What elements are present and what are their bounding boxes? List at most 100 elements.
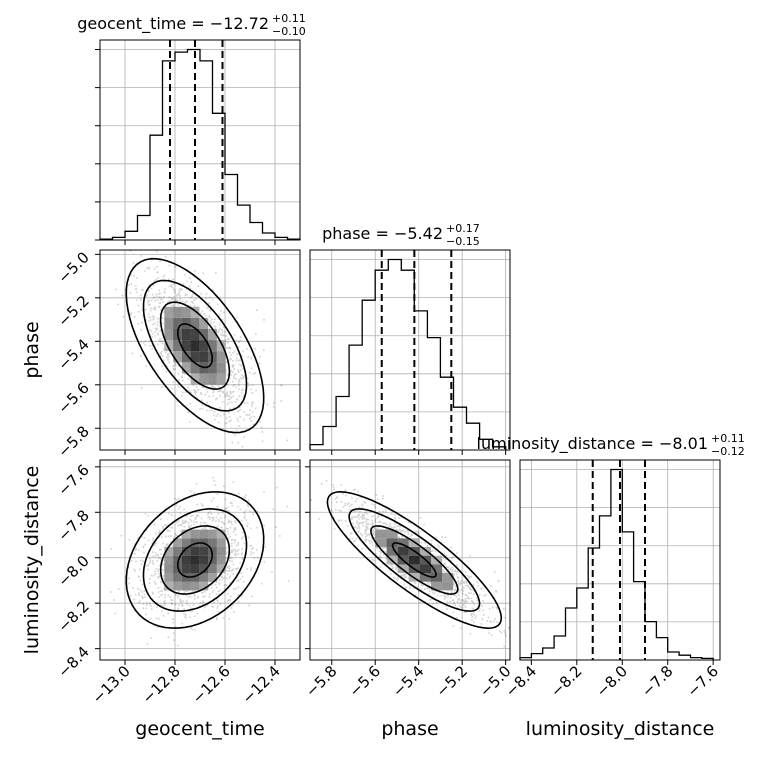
scatter-panel-phase-luminosity_distance [309, 459, 511, 661]
density-cell [181, 538, 191, 547]
density-cell [199, 564, 209, 573]
density-cell [164, 581, 174, 591]
density-cell [431, 581, 443, 591]
density-cell [199, 529, 209, 539]
density-cell [164, 555, 174, 565]
x-tick-label: −5.4 [389, 662, 427, 700]
density-cell [181, 581, 191, 591]
diag-panel-geocent_time [95, 39, 301, 241]
scatter-panel-geocent_time-luminosity_distance [99, 459, 301, 661]
density-cell [190, 362, 200, 374]
panel-title: phase = −5.42 [322, 224, 443, 243]
histogram-luminosity_distance [519, 468, 714, 660]
density-cell [208, 529, 217, 539]
histogram-geocent_time [99, 48, 301, 240]
density-cell [419, 547, 431, 556]
panel-title: luminosity_distance = −8.01 [477, 434, 708, 454]
contour-line [159, 525, 231, 595]
contour-line [348, 508, 481, 612]
y-tick-label: −5.8 [54, 422, 92, 460]
density-cell [199, 340, 209, 352]
density-cell [181, 555, 191, 565]
panel-title-sub: −0.15 [446, 235, 480, 248]
contour-line [176, 323, 214, 369]
density-cell [208, 538, 217, 547]
density-cell [442, 581, 454, 591]
density-cell [181, 306, 191, 318]
density-cell [190, 329, 200, 341]
contour-line [125, 491, 265, 629]
density-cell [408, 555, 420, 565]
y-tick-label: −7.8 [54, 506, 92, 544]
contour-line [326, 490, 503, 630]
y-tick-label: −5.4 [54, 335, 92, 373]
density-cell [181, 340, 191, 352]
density-cell [397, 564, 409, 573]
x-axis-label: luminosity_distance [526, 718, 715, 740]
y-axis-label: luminosity_distance [21, 466, 43, 655]
y-tick-label: −5.6 [54, 379, 92, 417]
x-axis-label: phase [381, 718, 438, 740]
panel-frame [519, 459, 721, 661]
density-cell [216, 373, 226, 385]
density-cell [386, 547, 398, 556]
density-cell [173, 573, 182, 582]
panel-frame [309, 249, 511, 451]
density-cell [164, 340, 174, 352]
density-cell [190, 555, 200, 565]
density-cell [375, 529, 387, 539]
y-tick-label: −8.2 [54, 597, 92, 635]
panel-frame [99, 249, 301, 451]
density-cell [208, 564, 217, 573]
density-cell [190, 373, 200, 385]
density-cell [199, 317, 209, 329]
y-tick-label: −7.6 [54, 461, 92, 499]
density-cell [181, 547, 191, 556]
density-cell [199, 329, 209, 341]
contour-line [142, 279, 248, 412]
density-cell [164, 317, 174, 329]
density-cell [173, 351, 182, 363]
density-cell [199, 555, 209, 565]
x-tick-label: −13.0 [89, 662, 134, 707]
density-cell [216, 340, 226, 352]
density-cell [208, 340, 217, 352]
x-tick-label: −7.8 [638, 662, 676, 700]
density-cell [164, 547, 174, 556]
x-tick-label: −5.6 [346, 662, 384, 700]
density-cell [419, 564, 431, 573]
density-cell [190, 538, 200, 547]
density-cell [190, 573, 200, 582]
density-cell [386, 538, 398, 547]
density-cell [208, 373, 217, 385]
density-cell [199, 351, 209, 363]
density-cell [164, 306, 174, 318]
contour-line [391, 542, 437, 578]
panel-title-sub: −0.12 [711, 445, 745, 458]
density-cell [190, 306, 200, 318]
diag-panel-phase [309, 249, 511, 451]
panel-title-sup: +0.17 [446, 222, 480, 235]
panel-frame [99, 39, 301, 241]
x-tick-label: −12.4 [239, 662, 284, 707]
density-cell [208, 362, 217, 374]
x-tick-label: −5.8 [302, 662, 340, 700]
density-cell [375, 538, 387, 547]
contour-line [125, 257, 265, 434]
density-cell [164, 573, 174, 582]
density-cell [419, 573, 431, 582]
density-cell [173, 306, 182, 318]
density-cell [173, 555, 182, 565]
density-cell [164, 329, 174, 341]
density-cell [190, 547, 200, 556]
x-axis-label: geocent_time [135, 718, 264, 740]
density-cell [199, 573, 209, 582]
x-tick-label: −8.0 [593, 662, 631, 700]
y-tick-label: −8.0 [54, 552, 92, 590]
contour-line [142, 508, 248, 612]
panel-frame [99, 459, 301, 661]
density-cell [199, 581, 209, 591]
density-cell [397, 547, 409, 556]
density-cell [190, 581, 200, 591]
